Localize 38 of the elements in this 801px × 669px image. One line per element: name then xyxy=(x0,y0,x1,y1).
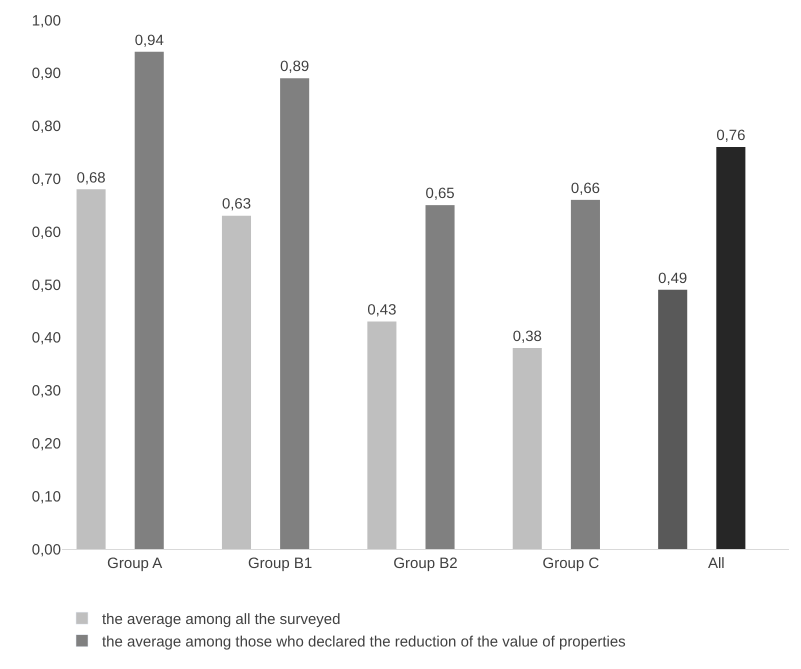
bar xyxy=(426,205,455,549)
bar xyxy=(222,216,252,549)
y-tick-label: 0,50 xyxy=(32,276,61,294)
bar xyxy=(512,348,542,549)
y-tick-label: 0,90 xyxy=(32,65,61,82)
data-label: 0,49 xyxy=(658,270,688,287)
y-tick-label: 0,30 xyxy=(32,382,61,400)
y-tick-label: 0,10 xyxy=(32,488,61,506)
x-tick-label: All xyxy=(708,555,725,572)
data-label: 0,43 xyxy=(367,302,396,319)
y-tick-label: 0,70 xyxy=(32,170,61,188)
legend-label: the average among all the surveyed xyxy=(102,611,340,628)
y-tick-label: 0,80 xyxy=(32,118,61,136)
bar xyxy=(570,200,600,549)
y-tick-label: 0,20 xyxy=(32,435,61,452)
bar xyxy=(716,146,746,549)
bar xyxy=(658,290,688,549)
data-label: 0,63 xyxy=(222,196,252,213)
y-tick-label: 0,00 xyxy=(32,541,61,558)
bar xyxy=(76,189,106,549)
y-tick-label: 1,00 xyxy=(32,12,61,30)
data-label: 0,65 xyxy=(426,185,455,202)
data-label: 0,89 xyxy=(280,58,310,76)
legend-label: the average among those who declared the reduction of the value of properties xyxy=(102,634,626,650)
data-label: 0,38 xyxy=(512,328,542,345)
x-tick-label: Group B2 xyxy=(393,555,458,572)
bar xyxy=(280,78,310,549)
bar xyxy=(134,52,164,549)
x-tick-label: Group B1 xyxy=(248,555,312,572)
data-label: 0,76 xyxy=(716,126,746,144)
y-tick-label: 0,60 xyxy=(32,224,61,241)
y-tick-label: 0,40 xyxy=(32,330,61,347)
data-label: 0,66 xyxy=(570,180,600,197)
data-label: 0,68 xyxy=(76,169,106,186)
bar xyxy=(367,322,396,549)
data-label: 0,94 xyxy=(134,32,164,49)
x-tick-label: Group C xyxy=(542,555,600,572)
x-tick-label: Group A xyxy=(107,555,162,572)
